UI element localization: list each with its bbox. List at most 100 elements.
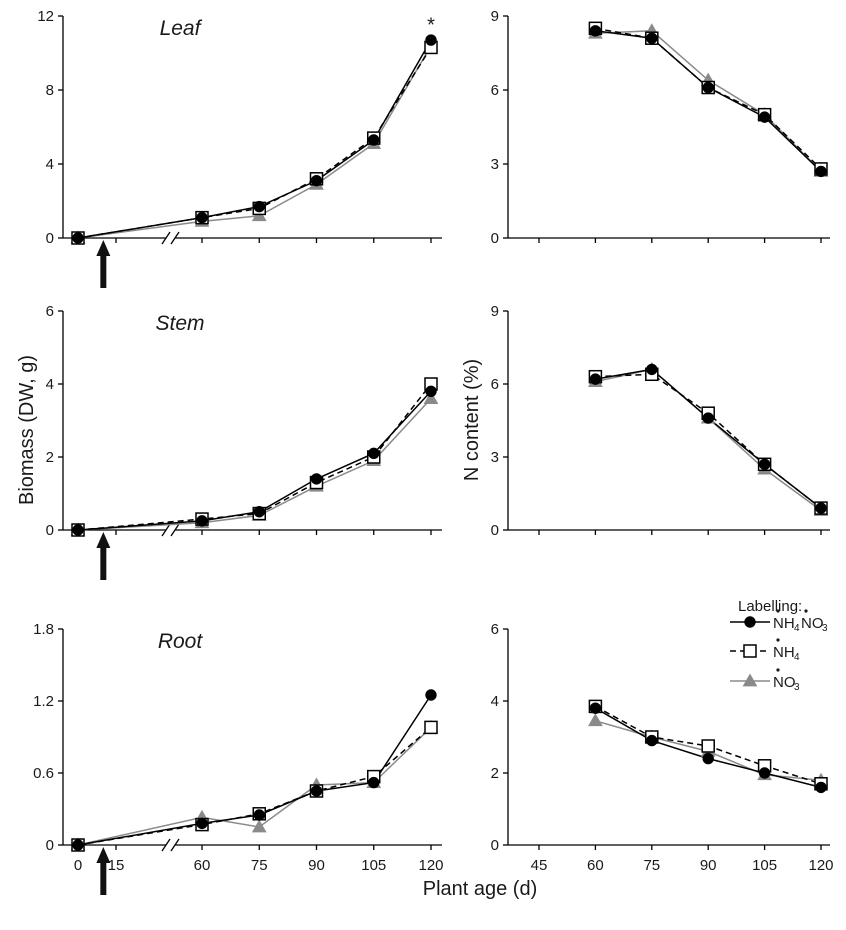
y-tick-label: 4 <box>46 156 54 173</box>
data-point-nh4no3 <box>425 689 437 701</box>
label-dot <box>776 668 780 672</box>
x-tick-label: 15 <box>108 857 125 874</box>
data-point-nh4no3 <box>646 363 658 376</box>
data-point-no3 <box>251 819 267 833</box>
data-point-no3 <box>588 713 603 727</box>
arrow-marker <box>96 532 111 580</box>
data-point-nh4no3 <box>368 447 380 460</box>
data-point-nh4no3 <box>815 781 827 794</box>
axis-break-mark <box>161 231 171 245</box>
data-point-nh4no3 <box>646 734 658 747</box>
data-point-nh4no3 <box>758 111 771 123</box>
panel-biomass-root: 0 0.6 1.2 1.8 0 15 60 75 90 105 120 Root <box>33 621 444 895</box>
legend-marker <box>742 673 758 687</box>
x-axis-label-plant-age: Plant age (d) <box>423 878 538 900</box>
data-point-nh4no3 <box>72 232 84 244</box>
series-line-no3 <box>77 398 432 531</box>
x-tick-label: 60 <box>194 857 211 874</box>
legend-label-subscript: 3 <box>794 682 800 693</box>
y-tick-label: 0 <box>46 522 54 539</box>
series-line-nh4no3 <box>77 39 432 239</box>
legend-label-subscript: 4 <box>794 623 800 634</box>
x-tick-label: 45 <box>531 857 548 874</box>
panel-ncontent-root: 0 2 4 6 45 60 75 90 105 120 <box>491 621 834 874</box>
legend-label: NO <box>773 674 796 691</box>
axis-break-mark <box>170 231 180 245</box>
y-tick-label: 0 <box>46 230 54 247</box>
panel-biomass-leaf: 0 4 8 12 Leaf * <box>37 8 442 288</box>
panel-title: Leaf <box>160 17 203 40</box>
y-tick-label: 12 <box>37 8 54 25</box>
y-tick-label: 4 <box>491 693 499 710</box>
y-axis-label-n-content: N content (%) <box>461 359 483 481</box>
axis-break-mark <box>161 838 171 852</box>
arrow-marker <box>96 240 111 288</box>
y-tick-label: 4 <box>46 376 54 393</box>
y-tick-label: 3 <box>491 156 499 173</box>
panel-biomass-stem: 0 2 4 6 Stem <box>46 303 442 580</box>
label-dot <box>804 609 808 613</box>
data-point-no3 <box>423 391 439 404</box>
data-point-nh4no3 <box>72 524 84 536</box>
panel-ncontent-leaf: 0 3 6 9 <box>491 8 830 247</box>
y-tick-label: 6 <box>491 82 499 99</box>
data-point-nh4no3 <box>646 32 658 44</box>
series-line-nh4no3 <box>77 390 432 531</box>
y-tick-label: 0 <box>491 522 499 539</box>
data-point-nh4no3 <box>196 515 208 527</box>
panel-title: Root <box>158 630 204 653</box>
x-tick-label: 90 <box>700 857 717 874</box>
legend-label: NO <box>801 615 824 632</box>
data-point-nh4no3 <box>196 211 208 224</box>
axis-break-mark <box>170 523 180 537</box>
y-tick-label: 0.6 <box>33 765 54 782</box>
label-dot <box>776 638 780 642</box>
legend-label: NH <box>773 644 795 661</box>
data-point-nh4no3 <box>253 809 265 821</box>
label-dot <box>776 609 780 613</box>
data-point-nh4no3 <box>758 458 771 470</box>
data-point-nh4no3 <box>425 385 437 397</box>
y-tick-label: 9 <box>491 8 499 25</box>
data-point-nh4no3 <box>72 839 84 851</box>
series-line-nh4no3 <box>595 30 822 172</box>
data-point-nh4no3 <box>702 752 714 765</box>
panel-title: Stem <box>155 312 204 335</box>
arrow-marker <box>96 847 111 895</box>
data-point-nh4no3 <box>368 134 380 146</box>
y-tick-label: 8 <box>46 82 54 99</box>
y-axis-label-biomass: Biomass (DW, g) <box>16 355 38 505</box>
legend-item-nh4: NH 4 <box>730 638 800 663</box>
series-line-no3 <box>595 368 822 512</box>
data-point-nh4 <box>424 720 438 735</box>
x-tick-label: 60 <box>587 857 604 874</box>
y-tick-label: 0 <box>491 837 499 854</box>
y-tick-label: 1.2 <box>33 693 54 710</box>
data-point-nh4no3 <box>815 502 827 514</box>
data-point-nh4no3 <box>310 174 323 187</box>
axis-break-mark <box>161 523 171 537</box>
series-line-nh4 <box>595 27 822 170</box>
x-tick-label: 75 <box>251 857 268 874</box>
x-tick-label: 105 <box>752 857 777 874</box>
y-tick-label: 6 <box>491 621 499 638</box>
x-tick-label: 90 <box>308 857 325 874</box>
legend-label: NH <box>773 615 795 632</box>
series-line-no3 <box>595 30 822 172</box>
y-tick-label: 2 <box>46 449 54 466</box>
x-tick-label: 120 <box>808 857 833 874</box>
data-point-nh4no3 <box>196 817 208 830</box>
data-point-nh4no3 <box>310 473 323 485</box>
data-point-nh4no3 <box>310 785 323 797</box>
y-tick-label: 9 <box>491 303 499 320</box>
legend-title: Labelling: <box>738 598 802 615</box>
data-point-nh4no3 <box>253 506 265 518</box>
significance-annotation: * <box>427 14 435 36</box>
legend-label-subscript: 3 <box>822 623 828 634</box>
y-tick-label: 6 <box>491 376 499 393</box>
panel-ncontent-stem: 0 3 6 9 <box>491 303 830 539</box>
series-line-no3 <box>77 726 432 846</box>
x-tick-label: 0 <box>74 857 82 874</box>
